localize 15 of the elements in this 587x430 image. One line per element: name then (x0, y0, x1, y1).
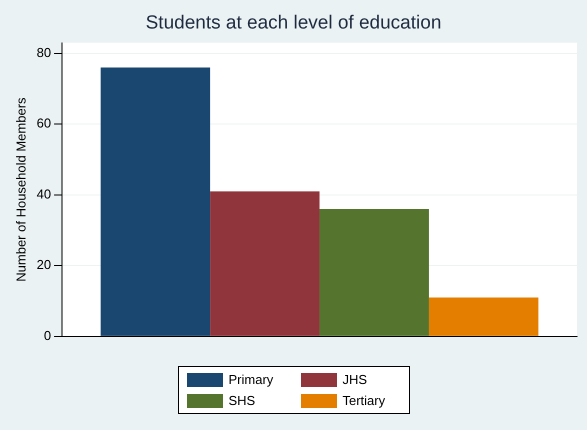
y-tick-label: 20 (36, 257, 52, 272)
bar (210, 191, 320, 336)
legend-label: JHS (342, 372, 368, 387)
y-tick-label: 40 (36, 186, 52, 202)
bar (428, 297, 538, 336)
bar (100, 68, 210, 336)
y-tick-label: 0 (44, 328, 52, 343)
y-axis-title: Number of Household Members (13, 96, 28, 282)
y-tick-label: 80 (36, 44, 52, 60)
legend-label: Primary (228, 372, 274, 387)
y-tick-label: 60 (36, 116, 52, 131)
bar (320, 209, 429, 336)
chart-title: Students at each level of education (146, 12, 442, 34)
legend-label: SHS (228, 393, 256, 408)
legend-label: Tertiary (342, 393, 386, 408)
